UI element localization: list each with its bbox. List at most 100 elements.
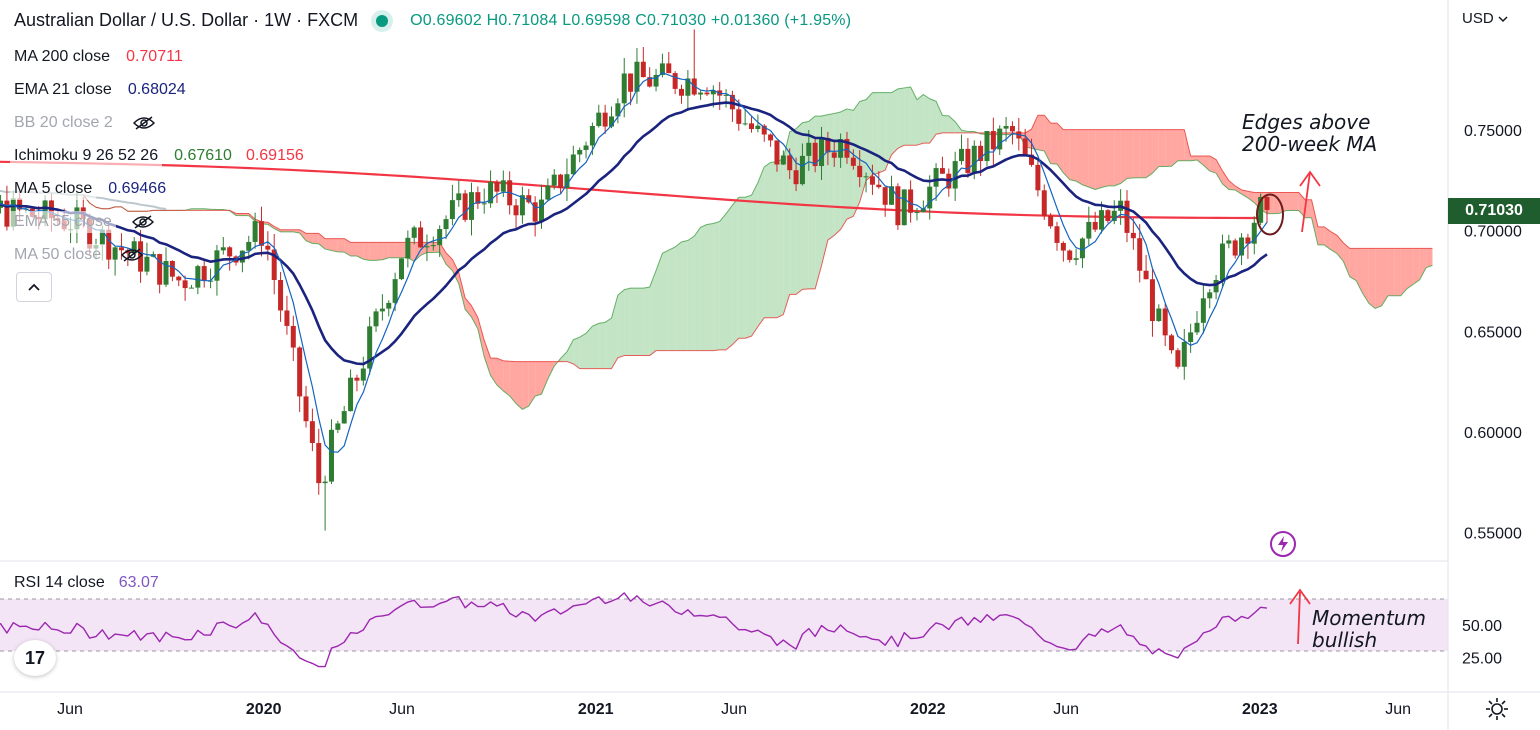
y-tick-label: 0.55000	[1464, 526, 1522, 543]
candle-down	[736, 109, 742, 124]
cloud-segment-bearish	[1343, 242, 1350, 277]
cloud-segment-bearish	[477, 317, 485, 357]
cloud-segment-bearish	[1171, 129, 1178, 167]
legend-row-bb20[interactable]: BB 20 close 2	[10, 106, 306, 139]
legend-row-ema55[interactable]: EMA 55 close	[10, 205, 306, 238]
candle-down	[1022, 138, 1028, 155]
cloud-segment-bearish	[1381, 248, 1388, 306]
tradingview-logo[interactable]: 17	[14, 640, 56, 676]
candle-up	[755, 125, 761, 130]
candle-down	[761, 125, 767, 135]
candle-down	[1029, 154, 1035, 165]
arrow-up-rsi	[1297, 591, 1301, 645]
cloud-segment-bearish	[293, 229, 300, 234]
senkou-span-b	[82, 114, 1433, 370]
cloud-segment-bearish	[1069, 129, 1077, 182]
x-tick-label: Jun	[1053, 701, 1079, 718]
candle-up	[538, 199, 544, 222]
x-tick-label: Jun	[721, 701, 747, 718]
rsi-legend[interactable]: RSI 14 close 63.07	[10, 572, 163, 594]
candle-up	[373, 311, 379, 327]
cloud-segment-bullish	[923, 94, 930, 144]
cloud-segment-bearish	[312, 233, 319, 244]
candle-up	[252, 221, 258, 242]
cloud-segment-bearish	[490, 358, 497, 385]
cloud-segment-bearish	[388, 242, 396, 258]
cloud-segment-bearish	[242, 213, 249, 216]
candle-down	[869, 176, 875, 185]
candle-down	[494, 181, 500, 192]
eye-hidden-icon[interactable]	[121, 247, 144, 262]
candle-down	[908, 189, 914, 213]
candle-up	[411, 227, 417, 238]
cloud-segment-bearish	[458, 272, 466, 310]
candle-up	[195, 266, 201, 288]
candle-down	[316, 443, 322, 484]
currency-selector[interactable]: USD	[1462, 10, 1508, 27]
candle-up	[398, 258, 404, 280]
cloud-segment-bullish	[904, 86, 911, 146]
cloud-segment-bearish	[331, 238, 338, 252]
cloud-segment-bearish	[1292, 192, 1299, 211]
logo-text: 17	[24, 647, 46, 668]
legend-ma5-value: 0.69466	[108, 179, 167, 197]
cloud-segment-bearish	[1114, 129, 1121, 186]
legend-row-ma50[interactable]: MA 50 close	[10, 238, 306, 271]
candle-up	[1251, 222, 1257, 244]
legend-ema21-value: 0.68024	[127, 80, 186, 98]
y-tick-label: 0.65000	[1464, 324, 1522, 341]
legend-row-ma5[interactable]: MA 5 close 0.69466	[10, 172, 306, 205]
cloud-segment-bearish	[1056, 123, 1064, 173]
cloud-segment-bullish	[694, 227, 701, 351]
cloud-segment-bearish	[1037, 115, 1045, 151]
cloud-segment-bearish	[1177, 129, 1185, 161]
candle-up	[933, 168, 939, 187]
legend-row-ichimoku[interactable]: Ichimoku 9 26 52 26 0.67610 0.69156	[10, 139, 306, 172]
gear-icon[interactable]	[1484, 696, 1510, 722]
annotation-momentum-line1: Momentum	[1312, 606, 1426, 630]
candle-down	[418, 227, 424, 248]
candle-down	[1245, 237, 1251, 244]
candle-down	[1048, 215, 1054, 227]
candle-up	[386, 302, 392, 309]
candle-up	[920, 208, 926, 213]
rsi-band	[0, 599, 1448, 651]
ema21-polyline	[0, 101, 1268, 366]
market-status-icon[interactable]	[376, 14, 389, 27]
cloud-segment-bullish	[910, 86, 917, 146]
candle-down	[1009, 126, 1015, 132]
candle-up	[1073, 258, 1079, 260]
collapse-legend-button[interactable]	[16, 272, 52, 302]
legend-row-ema21[interactable]: EMA 21 close 0.68024	[10, 73, 306, 106]
candle-up	[405, 237, 411, 259]
candle-down	[666, 63, 672, 74]
eye-hidden-icon[interactable]	[132, 115, 155, 130]
cloud-segment-bearish	[1394, 248, 1401, 296]
cloud-segment-bearish	[1139, 129, 1147, 178]
candle-down	[475, 192, 481, 204]
candle-down	[1232, 240, 1238, 256]
last-price-label: 0.71030	[1448, 198, 1540, 224]
candle-down	[1067, 250, 1073, 260]
cloud-segment-bullish	[560, 351, 567, 362]
symbol-title[interactable]: Australian Dollar / U.S. Dollar · 1W · F…	[14, 10, 359, 30]
eye-hidden-icon[interactable]	[131, 214, 154, 229]
lightning-icon[interactable]	[1268, 529, 1298, 559]
cloud-segment-bearish	[516, 361, 523, 410]
candle-up	[322, 481, 328, 484]
cloud-segment-bullish	[834, 111, 841, 236]
highlight-circle	[1256, 193, 1285, 236]
arrowhead-price	[1299, 170, 1321, 187]
candle-up	[609, 116, 615, 127]
candle-down	[118, 247, 124, 251]
cloud-segment-bullish	[636, 288, 644, 356]
candle-down	[1035, 164, 1041, 191]
candle-up	[392, 279, 398, 303]
cloud-segment-bearish	[1324, 226, 1331, 250]
candle-up	[959, 148, 965, 162]
legend-row-ma200[interactable]: MA 200 close 0.70711	[10, 40, 306, 73]
candle-down	[278, 279, 284, 311]
cloud-segment-bearish	[1050, 123, 1057, 165]
cloud-segment-bearish	[465, 297, 472, 318]
